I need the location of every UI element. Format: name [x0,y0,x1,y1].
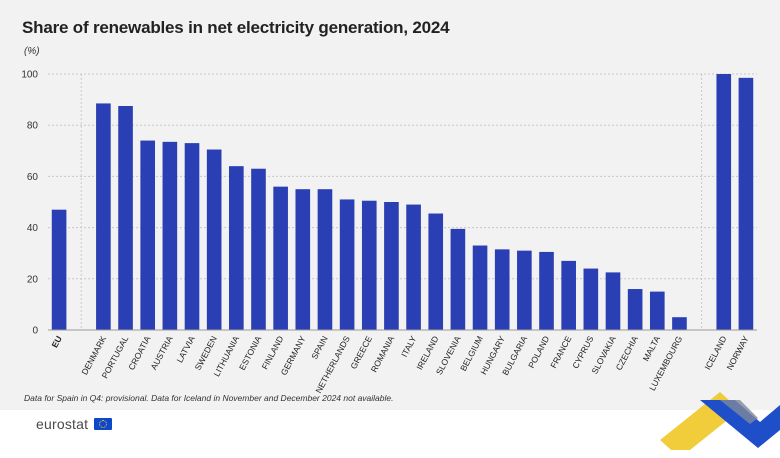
bar-austria [162,141,178,330]
bar-poland [539,251,554,330]
bar-greece [361,200,377,330]
x-tick-label: EU [49,334,63,349]
bar-croatia [140,140,156,330]
y-tick-label: 20 [27,274,39,285]
bar-norway [738,77,754,330]
bar-bulgaria [517,250,532,330]
bar-estonia [251,168,266,330]
footnote: Data for Spain in Q4: provisional. Data … [24,393,394,403]
bar-romania [384,202,399,330]
x-tick-label: AUSTRIA [148,334,174,372]
y-tick-label: 100 [21,70,38,81]
bar-hungary [494,249,510,330]
x-tick-label: ITALY [399,334,418,359]
bar-finland [273,186,288,330]
bar-cyprus [583,268,599,330]
decorative-chevron-graphic [660,392,780,450]
bar-slovakia [605,272,621,330]
x-tick-label: CZECHIA [614,334,640,372]
x-tick-label: SPAIN [309,334,330,361]
bar-belgium [472,245,488,330]
bar-france [561,260,576,330]
eu-flag-icon [94,418,113,430]
chart-title: Share of renewables in net electricity g… [22,18,450,37]
bar-netherlands [339,199,355,330]
eurostat-logo: eurostat [36,416,113,432]
bar-denmark [96,103,111,330]
bar-lithuania [229,166,244,330]
bar-italy [406,204,421,330]
bar-spain [317,189,333,330]
bar-iceland [716,74,732,330]
logo-text: eurostat [36,416,89,432]
bar-sweden [206,149,222,330]
y-tick-label: 80 [27,121,39,132]
y-tick-label: 0 [32,326,38,337]
bar-germany [295,189,311,330]
bar-latvia [184,143,200,330]
x-tick-label: MALTA [641,334,663,363]
bar-czechia [627,289,643,330]
x-tick-label: LATVIA [174,334,196,364]
bar-malta [649,291,665,330]
bar-luxembourg [672,317,687,330]
bar-slovenia [450,228,466,330]
bar-eu [51,209,67,330]
y-tick-label: 60 [27,172,39,183]
bar-portugal [118,106,133,330]
y-tick-label: 40 [27,223,39,234]
bar-ireland [428,213,444,330]
y-axis-unit: (%) [24,46,40,57]
